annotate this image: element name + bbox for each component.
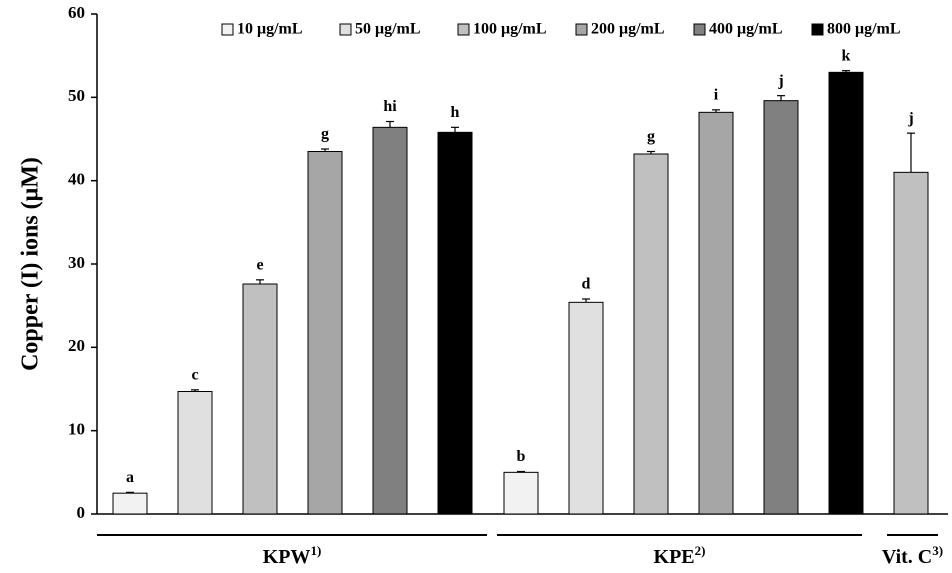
legend-swatch — [457, 23, 470, 36]
significance-letter: hi — [383, 98, 397, 115]
bar — [633, 153, 669, 515]
significance-letter: k — [842, 47, 851, 64]
significance-letter: a — [126, 469, 134, 486]
error-bar — [256, 279, 264, 284]
bar — [828, 71, 864, 515]
y-tick-label: 40 — [68, 170, 85, 189]
error-bar — [386, 120, 394, 128]
significance-letter: c — [191, 367, 198, 384]
bar — [568, 301, 604, 515]
significance-letter: j — [907, 110, 913, 127]
group-name: KPW — [263, 546, 311, 568]
bar — [893, 171, 929, 515]
error-bar — [647, 150, 655, 154]
y-tick-label: 0 — [77, 503, 86, 522]
group-label: KPW1) — [263, 543, 322, 568]
significance-letter: h — [451, 104, 460, 121]
error-bar — [842, 70, 850, 73]
bar — [112, 492, 148, 515]
legend-label: 10 μg/mL — [237, 21, 303, 38]
error-bar — [907, 132, 915, 173]
bar — [242, 283, 278, 515]
legend-label: 400 μg/mL — [709, 21, 783, 38]
bar — [437, 131, 473, 515]
bar — [307, 151, 343, 515]
group-name: KPE — [654, 546, 695, 568]
bar — [698, 111, 734, 515]
group-superscript: 1) — [310, 543, 321, 558]
bar — [372, 126, 408, 515]
legend-swatch — [693, 23, 706, 36]
group-superscript: 3) — [932, 543, 943, 558]
group-name: Vit. C — [882, 546, 932, 568]
y-tick-label: 60 — [68, 3, 85, 22]
y-tick-label: 30 — [68, 253, 85, 272]
legend-label: 200 μg/mL — [591, 21, 665, 38]
legend-swatch — [339, 23, 352, 36]
legend-label: 800 μg/mL — [827, 21, 901, 38]
bar — [763, 100, 799, 515]
significance-letter: e — [256, 257, 263, 274]
group-superscript: 2) — [695, 543, 706, 558]
error-bar — [451, 126, 459, 133]
legend-swatch — [811, 23, 824, 36]
significance-letter: d — [582, 276, 591, 293]
error-bar — [517, 470, 525, 473]
error-bar — [582, 298, 590, 303]
legend-swatch — [575, 23, 588, 36]
bar — [177, 391, 213, 515]
y-tick-label: 20 — [68, 336, 85, 355]
significance-letter: g — [321, 126, 329, 143]
significance-letter: b — [517, 448, 526, 465]
significance-letter: i — [714, 87, 719, 104]
error-bar — [712, 109, 720, 113]
error-bar — [321, 148, 329, 152]
error-bar — [126, 491, 134, 494]
bar — [503, 471, 539, 515]
error-bar — [777, 95, 785, 101]
legend-label: 50 μg/mL — [355, 21, 421, 38]
y-axis-title: Copper (I) ions (μM) — [18, 157, 44, 371]
significance-letter: g — [647, 128, 655, 145]
y-tick-label: 50 — [68, 86, 85, 105]
group-label: KPE2) — [654, 543, 706, 568]
group-label: Vit. C3) — [882, 543, 943, 568]
error-bar — [191, 389, 199, 392]
legend-swatch — [221, 23, 234, 36]
significance-letter: j — [777, 72, 783, 89]
y-tick-label: 10 — [68, 420, 85, 439]
legend-label: 100 μg/mL — [473, 21, 547, 38]
